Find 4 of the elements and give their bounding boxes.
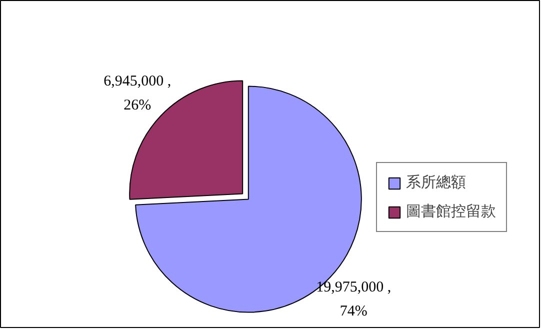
legend-label: 系所總額 — [406, 174, 466, 192]
legend-label: 圖書館控留款 — [406, 202, 496, 221]
data-label: 19,975,000 , 74% — [316, 279, 392, 320]
data-label: 6,945,000 , 26% — [104, 74, 172, 114]
